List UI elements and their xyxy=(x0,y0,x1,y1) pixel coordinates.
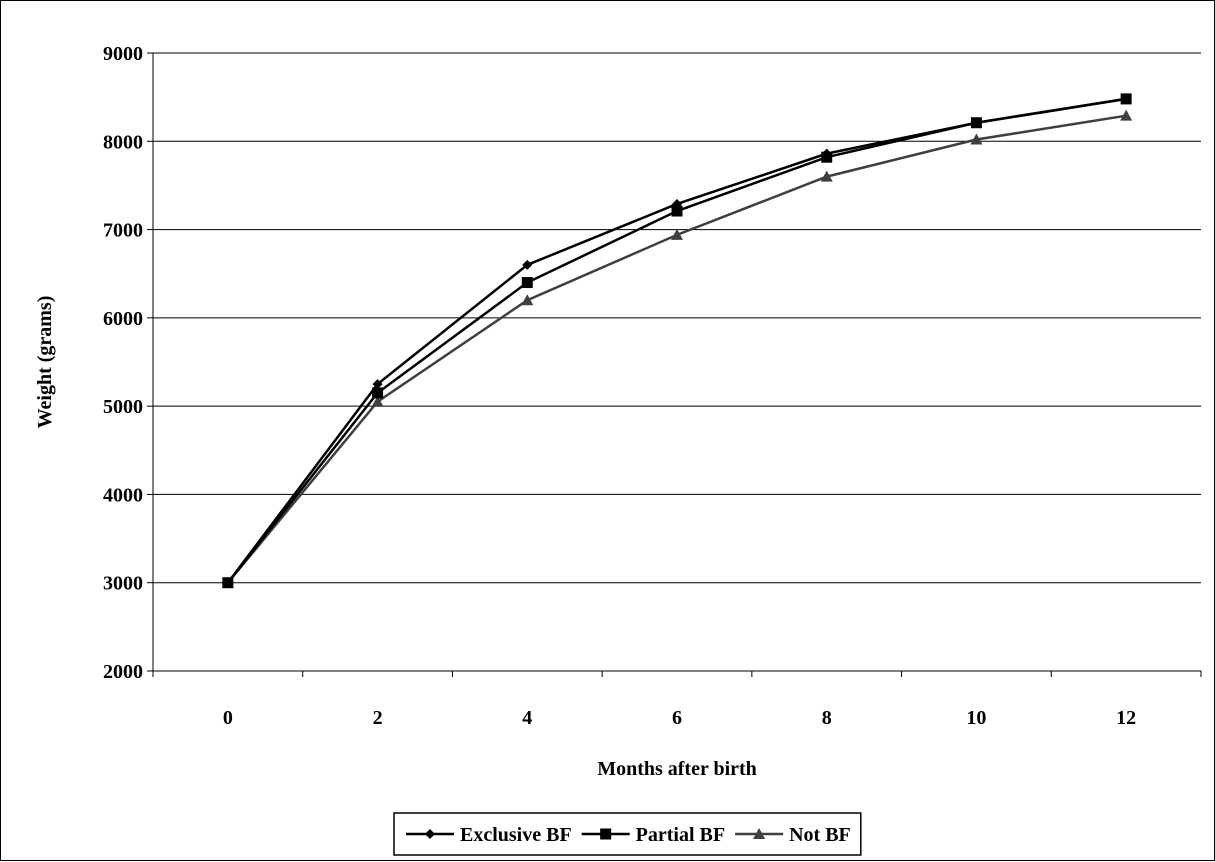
y-tick-label: 8000 xyxy=(103,131,143,153)
x-tick-label: 12 xyxy=(1116,707,1136,729)
data-point xyxy=(222,577,233,588)
legend-label: Partial BF xyxy=(636,824,725,846)
data-point xyxy=(971,117,982,128)
series-group xyxy=(221,93,1133,589)
data-point xyxy=(1120,109,1133,121)
x-tick-label: 6 xyxy=(672,707,682,729)
y-tick-label: 6000 xyxy=(103,308,143,330)
legend-item: Partial BF xyxy=(581,824,725,846)
y-tick-label: 4000 xyxy=(103,484,143,506)
x-tick-labels: 0 2 4 6 8 10 12 xyxy=(223,707,1136,729)
legend-marker xyxy=(753,828,766,839)
data-point xyxy=(522,259,533,270)
series-line xyxy=(226,97,1127,584)
series-exclusive-bf xyxy=(222,93,1132,588)
y-tick-label: 3000 xyxy=(103,573,143,595)
series-partial-bf xyxy=(222,93,1132,589)
series-line xyxy=(226,114,1127,584)
data-point xyxy=(521,277,533,289)
data-point xyxy=(671,228,683,240)
x-tick-label: 4 xyxy=(522,707,532,729)
legend-item: Not BF xyxy=(735,824,851,846)
data-point xyxy=(372,387,384,399)
data-point xyxy=(521,294,534,306)
y-tick-labels: 2000 3000 4000 5000 6000 7000 8000 9000 xyxy=(103,43,143,683)
series-line xyxy=(226,97,1127,584)
data-point xyxy=(821,148,832,159)
x-tick-label: 0 xyxy=(223,707,233,729)
data-point xyxy=(671,205,683,217)
y-tick-label: 2000 xyxy=(103,661,143,683)
x-tick-label: 8 xyxy=(822,707,832,729)
legend: Exclusive BF Partial BF Not BF xyxy=(393,812,862,856)
legend-marker xyxy=(425,829,435,839)
legend-marker xyxy=(600,828,612,840)
x-axis-title: Months after birth xyxy=(597,758,757,780)
gridlines xyxy=(153,52,1201,584)
y-tick-label: 7000 xyxy=(103,220,143,242)
legend-label: Not BF xyxy=(789,824,851,846)
y-tick-label: 5000 xyxy=(103,396,143,418)
series-not-bf xyxy=(221,109,1133,588)
data-point xyxy=(672,198,682,209)
legend-item: Exclusive BF xyxy=(406,824,572,846)
y-tick-label: 9000 xyxy=(103,43,143,65)
data-point xyxy=(820,170,833,182)
data-point xyxy=(371,395,384,407)
data-point xyxy=(970,133,983,145)
y-axis-title: Weight (grams) xyxy=(34,296,56,429)
x-tick-label: 10 xyxy=(966,707,986,729)
legend-label: Exclusive BF xyxy=(460,824,572,846)
axes xyxy=(147,52,1202,677)
data-point xyxy=(1121,93,1132,104)
x-tick-label: 2 xyxy=(373,707,383,729)
data-point xyxy=(372,379,383,390)
